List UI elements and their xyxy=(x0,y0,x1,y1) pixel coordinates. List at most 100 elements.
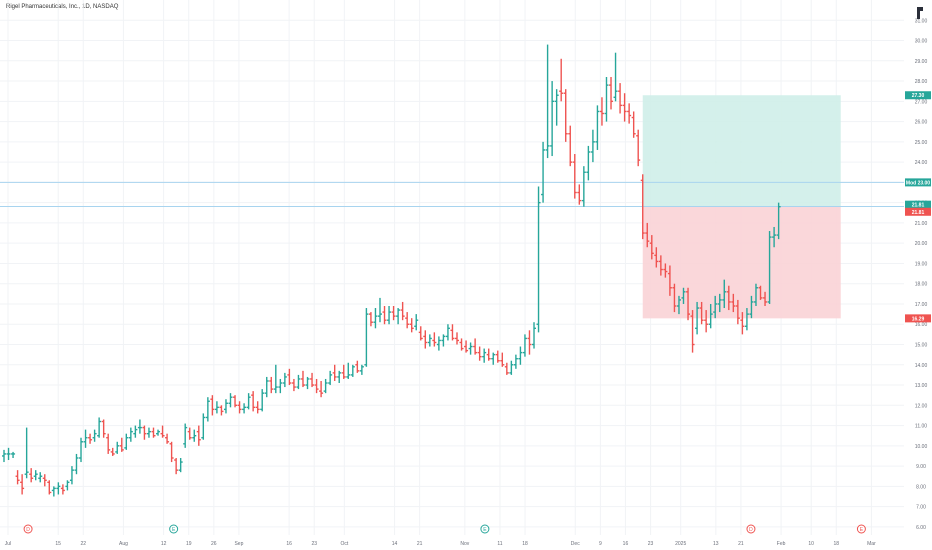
ohlc-bar xyxy=(328,370,333,386)
ohlc-bar xyxy=(255,401,260,414)
ohlc-bar xyxy=(427,334,432,347)
x-tick-label: 11 xyxy=(497,541,502,547)
event-marker-circle xyxy=(23,524,33,534)
ohlc-bar xyxy=(359,364,364,375)
x-tick-label: 12 xyxy=(161,541,167,547)
ohlc-bar xyxy=(205,397,210,422)
ohlc-bar xyxy=(491,352,496,365)
ohlc-bar xyxy=(618,83,623,114)
ohlc-bar xyxy=(690,310,695,353)
price-label-bg xyxy=(905,207,931,216)
ohlc-bar xyxy=(251,391,256,412)
ohlc-bar xyxy=(88,433,93,444)
x-tick-label: Feb xyxy=(777,541,786,547)
ohlc-bar xyxy=(74,453,79,475)
ohlc-bar xyxy=(772,226,777,248)
ohlc-bar xyxy=(319,380,324,398)
event-marker: D xyxy=(23,524,33,534)
ohlc-bar xyxy=(368,312,373,327)
ohlc-bar xyxy=(532,322,537,349)
ohlc-bar xyxy=(174,457,179,475)
ohlc-bar xyxy=(142,425,147,440)
event-marker: E xyxy=(856,524,866,534)
x-tick-label: 16 xyxy=(286,541,292,547)
ohlc-bar xyxy=(572,154,577,199)
ohlc-bar xyxy=(500,352,505,367)
y-tick-label: 12.00 xyxy=(915,403,928,409)
ohlc-bar xyxy=(672,283,677,313)
ohlc-bar xyxy=(536,186,541,333)
ohlc-bar xyxy=(722,279,727,309)
ohlc-bar xyxy=(527,330,532,355)
ohlc-bar xyxy=(482,348,487,363)
ohlc-bar xyxy=(282,372,287,388)
x-tick-label: Aug xyxy=(119,541,128,547)
ohlc-bar xyxy=(296,374,301,390)
ohlc-bar xyxy=(577,184,582,205)
ohlc-bar xyxy=(563,89,568,142)
grid xyxy=(0,0,904,535)
ohlc-bar xyxy=(767,231,772,304)
x-tick-label: 15 xyxy=(55,541,61,547)
event-marker-label: E xyxy=(860,527,864,533)
y-tick-label: 30.00 xyxy=(915,39,928,45)
ohlc-bar xyxy=(233,395,238,408)
ohlc-bar xyxy=(409,318,414,333)
ohlc-bar xyxy=(432,332,437,347)
y-tick-label: 26.00 xyxy=(915,120,928,126)
ohlc-bar xyxy=(699,301,704,325)
ohlc-bar xyxy=(418,326,423,341)
event-marker-label: E xyxy=(483,527,487,533)
y-tick-label: 21.00 xyxy=(915,221,928,227)
y-tick-label: 24.00 xyxy=(915,160,928,166)
x-tick-label: 21 xyxy=(417,541,423,547)
ohlc-bar xyxy=(636,129,641,167)
ohlc-bar xyxy=(622,93,627,122)
ohlc-bar xyxy=(681,287,686,304)
loss-zone xyxy=(642,206,841,319)
ohlc-bar xyxy=(273,364,278,394)
ohlc-bar xyxy=(260,389,265,412)
ohlc-bar xyxy=(246,393,251,410)
ohlc-bar xyxy=(740,312,745,335)
ohlc-bar xyxy=(613,52,618,102)
ohlc-bar xyxy=(33,470,38,481)
y-tick-label: 20.00 xyxy=(915,241,928,247)
ohlc-bar xyxy=(455,332,459,345)
ohlc-bar xyxy=(704,310,709,333)
event-marker-circle xyxy=(169,524,179,534)
ohlc-bar xyxy=(627,103,632,124)
ohlc-bar xyxy=(513,354,518,369)
x-tick-label: 9 xyxy=(599,541,602,547)
ohlc-bar xyxy=(441,334,446,347)
y-tick-label: 10.00 xyxy=(915,444,928,450)
x-tick-label: 21 xyxy=(738,541,744,547)
x-tick-label: 19 xyxy=(186,541,192,547)
ohlc-bar xyxy=(11,451,16,458)
y-tick-label: 11.00 xyxy=(915,424,927,430)
ohlc-bar xyxy=(477,346,482,361)
ohlc-bar xyxy=(459,338,464,351)
ohlc-bar xyxy=(2,449,6,463)
price-label-text: 21.81 xyxy=(912,210,925,216)
x-tick-label: 16 xyxy=(623,541,629,547)
ohlc-bar xyxy=(29,468,34,483)
ohlc-bar xyxy=(373,308,378,329)
y-tick-label: 29.00 xyxy=(915,59,928,65)
x-tick-label: Dec xyxy=(571,541,580,547)
x-tick-label: 10 xyxy=(808,541,814,547)
ohlc-bar xyxy=(735,299,740,325)
ohlc-bar xyxy=(436,336,441,351)
ohlc-bar xyxy=(758,285,763,300)
ohlc-bar xyxy=(604,77,609,122)
x-tick-label: Nov xyxy=(460,541,469,547)
ohlc-bar xyxy=(387,306,392,325)
ohlc-bar xyxy=(445,324,450,341)
ohlc-bar xyxy=(341,364,346,379)
ohlc-bar xyxy=(269,376,274,394)
ohlc-bar xyxy=(364,308,369,367)
ohlc-bar xyxy=(20,474,25,495)
y-tick-label: 7.00 xyxy=(916,505,926,511)
